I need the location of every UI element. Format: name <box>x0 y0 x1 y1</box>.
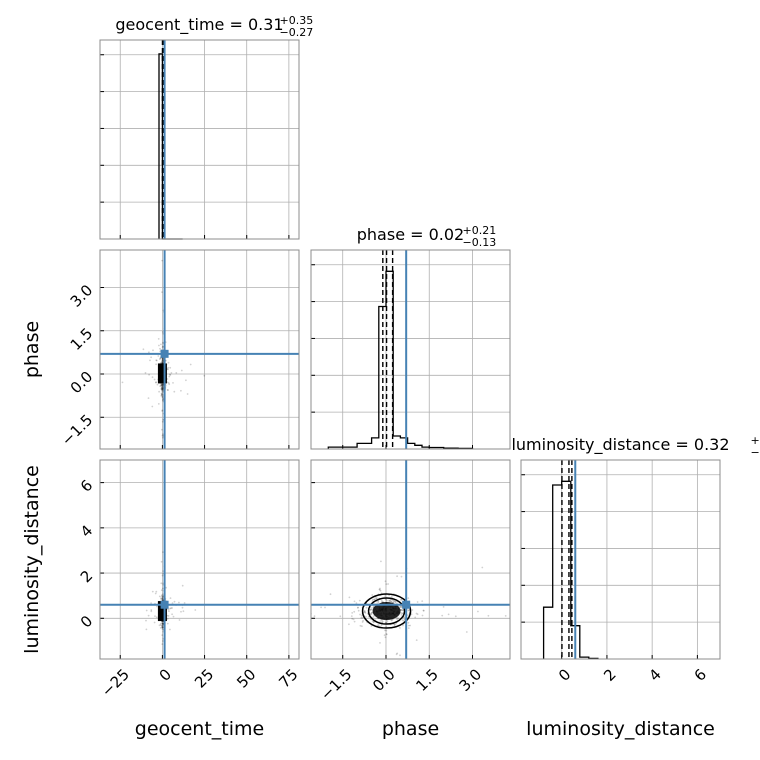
y-tick-label: 4 <box>77 521 96 540</box>
x-tick-label: 4 <box>645 665 664 684</box>
histogram-geocent_time: geocent_time = 0.31+0.35−0.27 <box>100 14 314 240</box>
title-upper-error: +0.35 <box>280 14 314 27</box>
x-tick-label: 6 <box>691 665 710 684</box>
panel-frame <box>310 459 511 660</box>
x-tick-label: 75 <box>275 665 301 691</box>
x-tick-label: −1.5 <box>317 665 355 703</box>
x-tick-label: 0.0 <box>369 665 399 695</box>
x-tick-label: 50 <box>233 665 259 691</box>
y-tick-labels-luminosity_distance: 0 2 4 6 <box>77 476 96 631</box>
panel-frame <box>310 249 511 450</box>
sample-points <box>311 560 507 657</box>
histogram-step <box>542 480 599 660</box>
y-tick-label: 0 <box>77 612 96 631</box>
y-tick-label: 2 <box>77 567 96 586</box>
scatter-geocent_time-phase <box>100 250 299 449</box>
x-tick-label: −25 <box>98 665 133 700</box>
y-tick-label: 3.0 <box>67 281 97 311</box>
histogram-step <box>327 270 474 450</box>
histogram-luminosity_distance: luminosity_distance = 0.32 +0.13−0.31 <box>511 434 760 660</box>
contour-line <box>361 593 412 629</box>
contour-line <box>367 597 406 625</box>
y-tick-label: 0.0 <box>67 368 97 398</box>
x-tick-label: 2 <box>600 665 619 684</box>
x-axis-label-luminosity_distance: luminosity_distance <box>526 718 715 740</box>
y-tick-label: −1.5 <box>58 411 96 449</box>
density-core <box>157 601 167 622</box>
x-tick-label: 3.0 <box>456 665 486 695</box>
histogram-phase: phase = 0.02+0.21−0.13 <box>311 224 510 450</box>
x-tick-labels-phase: −1.5 0.0 1.5 3.0 <box>317 665 485 703</box>
scatter-phase-luminosity_distance <box>311 460 510 659</box>
x-tick-label: 0 <box>555 665 574 684</box>
truth-marker <box>160 600 169 609</box>
y-tick-label: 6 <box>77 476 96 495</box>
sample-points <box>145 551 197 650</box>
panel-frame <box>520 459 721 660</box>
y-axis-label-luminosity_distance: luminosity_distance <box>21 465 43 654</box>
panel-title-luminosity_distance: luminosity_distance = 0.32 <box>511 435 729 455</box>
y-axis-label-phase: phase <box>21 321 43 378</box>
title-lower-error: −0.13 <box>463 236 497 249</box>
title-upper-error: +0.13 <box>751 434 760 447</box>
title-lower-error: −0.27 <box>280 26 314 39</box>
density-core <box>157 363 167 384</box>
panel-frame <box>99 39 300 240</box>
x-tick-labels-geocent_time: −25 0 25 50 75 <box>98 665 302 700</box>
x-axis-label-phase: phase <box>382 718 439 740</box>
density-core <box>372 602 401 621</box>
y-tick-labels-phase: −1.5 0.0 1.5 3.0 <box>58 281 96 449</box>
x-axis-label-geocent_time: geocent_time <box>135 718 264 740</box>
x-tick-label: 1.5 <box>412 665 442 695</box>
panel-frame <box>99 249 300 450</box>
y-tick-label: 1.5 <box>67 324 97 354</box>
x-tick-labels-luminosity_distance: 0 2 4 6 <box>555 665 710 684</box>
x-tick-label: 0 <box>156 665 175 684</box>
title-upper-error: +0.21 <box>463 224 497 237</box>
x-tick-label: 25 <box>191 665 217 691</box>
truth-marker <box>402 600 411 609</box>
title-lower-error: −0.31 <box>751 446 760 459</box>
panel-title-geocent_time: geocent_time = 0.31 <box>115 15 283 35</box>
panel-frame <box>99 459 300 660</box>
truth-marker <box>160 349 169 358</box>
scatter-geocent_time-luminosity_distance <box>100 460 299 659</box>
panel-title-phase: phase = 0.02 <box>357 225 464 244</box>
